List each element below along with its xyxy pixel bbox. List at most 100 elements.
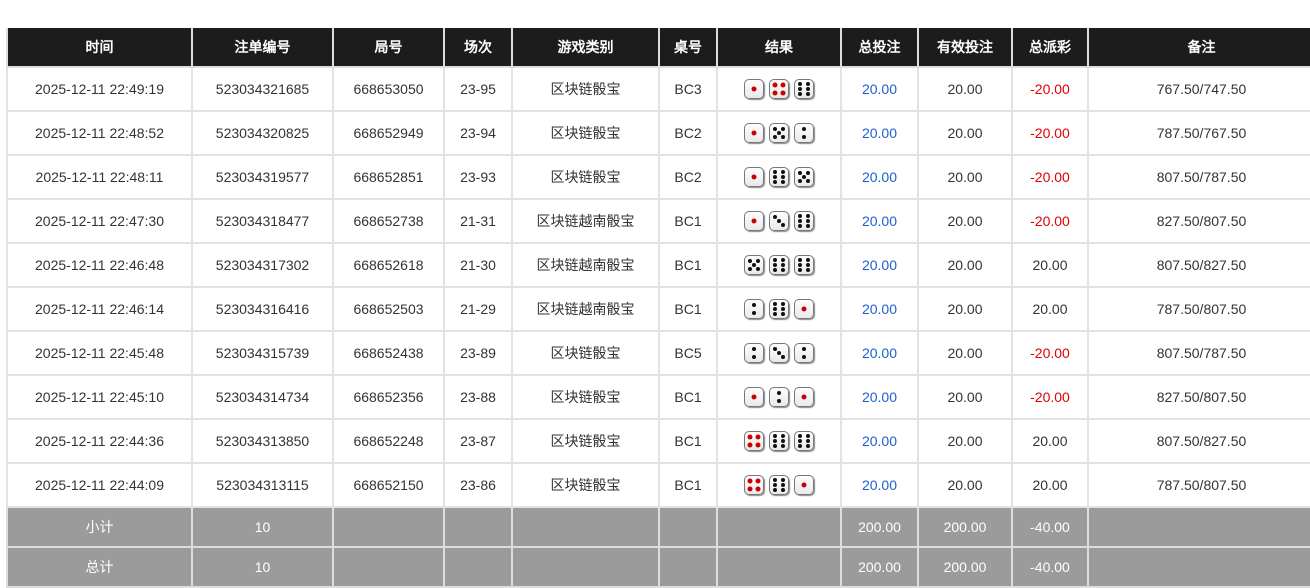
result-dice bbox=[716, 242, 842, 288]
cell-session: 23-93 bbox=[443, 154, 513, 200]
subtotal-valid-bet: 200.00 bbox=[917, 506, 1013, 548]
die-1-icon bbox=[744, 387, 764, 407]
total-total-bet: 200.00 bbox=[840, 546, 919, 588]
table-row: 2025-12-11 22:46:14 523034316416 668652503… bbox=[6, 286, 1310, 332]
header-valid-bet: 有效投注 bbox=[917, 28, 1013, 68]
result-dice bbox=[716, 110, 842, 156]
cell-game-type: 区块链骰宝 bbox=[511, 462, 660, 508]
cell-table-no: BC1 bbox=[658, 198, 718, 244]
cell-note: 807.50/827.50 bbox=[1087, 242, 1310, 288]
cell-valid-bet: 20.00 bbox=[917, 418, 1013, 464]
header-note: 备注 bbox=[1087, 28, 1310, 68]
cell-time: 2025-12-11 22:45:10 bbox=[6, 374, 193, 420]
header-game-type: 游戏类别 bbox=[511, 28, 660, 68]
cell-bet-id: 523034313850 bbox=[191, 418, 334, 464]
die-6-icon bbox=[769, 431, 789, 451]
cell-total-bet: 20.00 bbox=[840, 462, 919, 508]
cell-bet-id: 523034319577 bbox=[191, 154, 334, 200]
cell-round: 668653050 bbox=[332, 66, 445, 112]
header-payout: 总派彩 bbox=[1011, 28, 1089, 68]
cell-round: 668652438 bbox=[332, 330, 445, 376]
die-1-icon bbox=[794, 387, 814, 407]
cell-table-no: BC3 bbox=[658, 66, 718, 112]
cell-session: 23-87 bbox=[443, 418, 513, 464]
cell-time: 2025-12-11 22:44:09 bbox=[6, 462, 193, 508]
cell-round: 668652248 bbox=[332, 418, 445, 464]
cell-round: 668652503 bbox=[332, 286, 445, 332]
header-table-no: 桌号 bbox=[658, 28, 718, 68]
subtotal-total-bet: 200.00 bbox=[840, 506, 919, 548]
cell-game-type: 区块链骰宝 bbox=[511, 154, 660, 200]
cell-payout: 20.00 bbox=[1011, 286, 1089, 332]
cell-bet-id: 523034321685 bbox=[191, 66, 334, 112]
cell-valid-bet: 20.00 bbox=[917, 242, 1013, 288]
table-row: 2025-12-11 22:49:19 523034321685 668653050… bbox=[6, 66, 1310, 112]
cell-total-bet: 20.00 bbox=[840, 286, 919, 332]
die-2-icon bbox=[794, 123, 814, 143]
die-4-icon bbox=[769, 79, 789, 99]
cell-game-type: 区块链越南骰宝 bbox=[511, 198, 660, 244]
cell-total-bet: 20.00 bbox=[840, 66, 919, 112]
die-2-icon bbox=[769, 387, 789, 407]
table-row: 2025-12-11 22:44:09 523034313115 668652150… bbox=[6, 462, 1310, 508]
result-dice bbox=[716, 154, 842, 200]
cell-round: 668652618 bbox=[332, 242, 445, 288]
cell-round: 668652949 bbox=[332, 110, 445, 156]
die-5-icon bbox=[794, 167, 814, 187]
cell-time: 2025-12-11 22:44:36 bbox=[6, 418, 193, 464]
cell-valid-bet: 20.00 bbox=[917, 374, 1013, 420]
cell-note: 807.50/787.50 bbox=[1087, 330, 1310, 376]
cell-table-no: BC2 bbox=[658, 154, 718, 200]
cell-table-no: BC1 bbox=[658, 286, 718, 332]
cell-valid-bet: 20.00 bbox=[917, 330, 1013, 376]
header-session: 场次 bbox=[443, 28, 513, 68]
die-1-icon bbox=[744, 167, 764, 187]
cell-table-no: BC1 bbox=[658, 374, 718, 420]
cell-valid-bet: 20.00 bbox=[917, 198, 1013, 244]
cell-game-type: 区块链越南骰宝 bbox=[511, 286, 660, 332]
cell-valid-bet: 20.00 bbox=[917, 110, 1013, 156]
total-valid-bet: 200.00 bbox=[917, 546, 1013, 588]
cell-bet-id: 523034314734 bbox=[191, 374, 334, 420]
result-dice bbox=[716, 330, 842, 376]
cell-session: 21-30 bbox=[443, 242, 513, 288]
total-label: 总计 bbox=[6, 546, 193, 588]
table-row: 2025-12-11 22:48:11 523034319577 668652851… bbox=[6, 154, 1310, 200]
table-header: 时间 注单编号 局号 场次 游戏类别 桌号 结果 总投注 有效投注 总派彩 备注 bbox=[6, 28, 1310, 68]
die-6-icon bbox=[794, 79, 814, 99]
cell-session: 23-94 bbox=[443, 110, 513, 156]
cell-table-no: BC1 bbox=[658, 242, 718, 288]
table-row: 2025-12-11 22:46:48 523034317302 668652618… bbox=[6, 242, 1310, 288]
total-count: 10 bbox=[191, 546, 334, 588]
table-row: 2025-12-11 22:45:48 523034315739 668652438… bbox=[6, 330, 1310, 376]
cell-bet-id: 523034313115 bbox=[191, 462, 334, 508]
die-5-icon bbox=[744, 255, 764, 275]
header-bet-id: 注单编号 bbox=[191, 28, 334, 68]
subtotal-payout: -40.00 bbox=[1011, 506, 1089, 548]
cell-payout: -20.00 bbox=[1011, 374, 1089, 420]
die-4-icon bbox=[744, 431, 764, 451]
cell-note: 787.50/767.50 bbox=[1087, 110, 1310, 156]
result-dice bbox=[716, 374, 842, 420]
cell-session: 21-29 bbox=[443, 286, 513, 332]
cell-payout: -20.00 bbox=[1011, 110, 1089, 156]
header-result: 结果 bbox=[716, 28, 842, 68]
bet-history-table: 时间 注单编号 局号 场次 游戏类别 桌号 结果 总投注 有效投注 总派彩 备注 2025-12-1… bbox=[6, 28, 1310, 588]
cell-note: 827.50/807.50 bbox=[1087, 374, 1310, 420]
subtotal-row: 小计 10 200.00 200.00 -40.00 bbox=[6, 506, 1310, 548]
cell-table-no: BC5 bbox=[658, 330, 718, 376]
die-2-icon bbox=[744, 343, 764, 363]
die-1-icon bbox=[794, 475, 814, 495]
cell-total-bet: 20.00 bbox=[840, 110, 919, 156]
cell-session: 23-88 bbox=[443, 374, 513, 420]
die-3-icon bbox=[769, 211, 789, 231]
cell-total-bet: 20.00 bbox=[840, 418, 919, 464]
cell-game-type: 区块链骰宝 bbox=[511, 330, 660, 376]
cell-note: 787.50/807.50 bbox=[1087, 462, 1310, 508]
cell-time: 2025-12-11 22:46:48 bbox=[6, 242, 193, 288]
cell-table-no: BC1 bbox=[658, 462, 718, 508]
die-1-icon bbox=[744, 123, 764, 143]
result-dice bbox=[716, 198, 842, 244]
cell-valid-bet: 20.00 bbox=[917, 286, 1013, 332]
die-6-icon bbox=[769, 167, 789, 187]
